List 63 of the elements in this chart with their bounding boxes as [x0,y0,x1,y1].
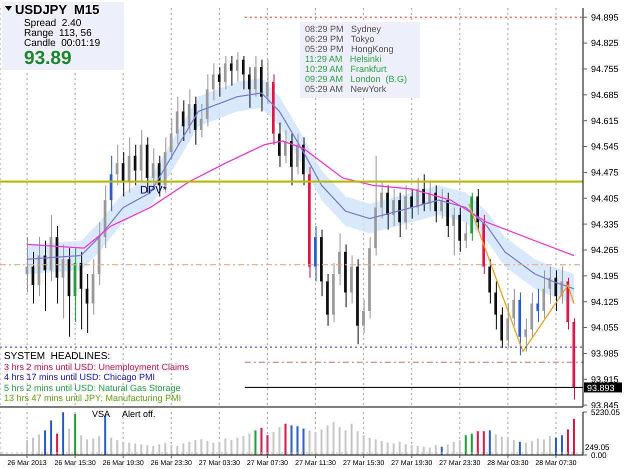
bar [62,412,64,455]
y-tick-label: 5230.05 [591,408,620,417]
bar [560,435,563,455]
annotation: Alert off. [122,409,156,419]
y-tick-label: 94.755 [591,64,619,74]
annotation: 4 hrs 17 mins until USD: Chicago PMI [4,372,156,382]
annotation: 10:29 AM Frankfurt [305,64,387,74]
y-tick-label: 94.195 [591,270,619,281]
bar [56,434,58,455]
y-tick-label: 94.265 [591,245,619,256]
line-series [26,140,575,256]
bar [254,430,256,455]
annotation: 13 hrs 47 mins until JPY: Manufacturing PMI [4,393,182,403]
y-tick-label: 94.615 [591,116,619,126]
y-tick-label: 94.685 [591,90,619,100]
line-series [468,203,575,352]
chart-title: USDJPY M15 [15,2,100,17]
y-tick-label: 94.405 [591,193,619,204]
annotation: 11:29 AM Helsinki [305,54,382,64]
annotation: Candle 00:01:19 [24,38,100,49]
y-tick-label: 94.545 [591,142,619,152]
annotation: 5 hrs 2 mins until USD: Natural Gas Storage [4,382,181,392]
y-tick-label: 93.845 [591,400,619,410]
bar [284,424,286,455]
y-tick-label: 94.055 [591,322,619,333]
annotation: 05:29 AM NewYork [305,84,386,94]
ref-line-label: 93.893 [587,382,615,393]
annotation: 3 hrs 2 mins until USD: Unemployment Claims [4,362,190,372]
bar [518,442,521,455]
annotation: Spread 2.40 [24,18,82,29]
annotation: 06:29 PM Tokyo [305,34,374,44]
annotation: 05:29 PM HongKong [305,44,394,54]
y-tick-label: 94.825 [591,38,619,48]
bar [44,430,46,455]
bar [464,435,467,455]
bar [566,430,569,455]
y-tick-label: 94.335 [591,219,619,230]
bar [296,426,299,455]
bar [290,425,292,455]
y-tick-label: 93.915 [591,374,619,384]
bar [476,431,479,455]
ref-line-label: 249.05 [585,442,610,452]
y-tick-label: 94.895 [591,12,619,22]
bar [104,416,106,455]
bar [302,428,305,455]
annotation: VSA [92,409,110,419]
bar [266,435,268,455]
y-tick-label: 94.475 [591,168,619,178]
annotation: 93.89 [24,48,72,69]
bar [470,434,473,455]
annotation: 08:29 PM Sydney [305,24,382,34]
bar [482,431,485,455]
bar [260,428,262,455]
bar [50,420,52,455]
y-tick-label: 0.00 [591,450,608,460]
annotation: 09:29 AM London (B.G) [305,74,408,84]
annotation: SYSTEM HEADLINES: [4,351,110,362]
y-tick-label: 93.985 [591,348,619,359]
bar [554,438,557,455]
bar [572,418,575,455]
y-tick-label: 94.125 [591,296,619,307]
bar [488,430,491,455]
annotation: Range 113, 56 [24,28,92,39]
